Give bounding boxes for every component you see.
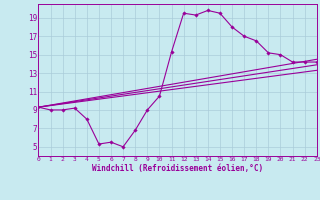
X-axis label: Windchill (Refroidissement éolien,°C): Windchill (Refroidissement éolien,°C) [92, 164, 263, 173]
